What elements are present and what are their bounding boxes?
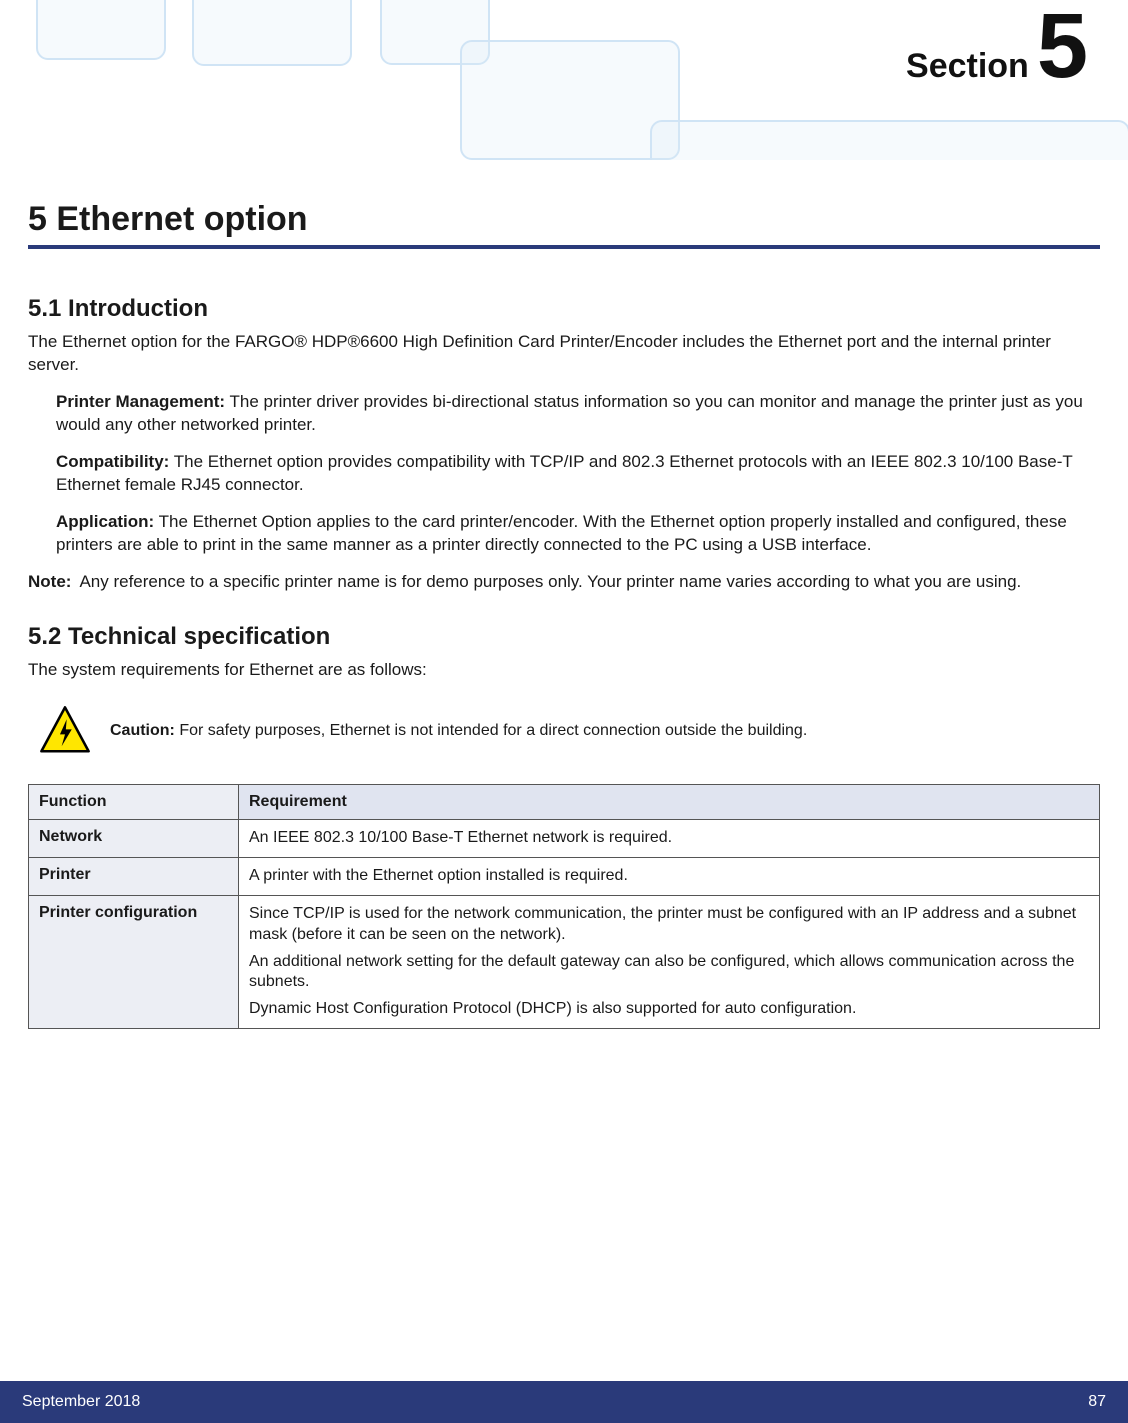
chapter-rule xyxy=(28,245,1100,249)
deco-box xyxy=(650,120,1128,160)
section-label: Section 5 xyxy=(906,10,1088,86)
heading-5-1: 5.1 Introduction xyxy=(28,295,1100,323)
bullet-lead: Application: xyxy=(56,512,154,531)
caution-body: For safety purposes, Ethernet is not int… xyxy=(179,722,807,739)
cell-requirement: A printer with the Ethernet option insta… xyxy=(239,858,1100,896)
cell-function: Network xyxy=(29,820,239,858)
cell-function: Printer configuration xyxy=(29,895,239,1028)
col-function: Function xyxy=(29,785,239,820)
bullet-lead: Compatibility: xyxy=(56,452,169,471)
heading-5-2: 5.2 Technical specification xyxy=(28,623,1100,651)
bullet-item: Compatibility: The Ethernet option provi… xyxy=(56,451,1100,497)
deco-box xyxy=(460,40,680,160)
cell-requirement: An IEEE 802.3 10/100 Base-T Ethernet net… xyxy=(239,820,1100,858)
chapter-name: Ethernet option xyxy=(56,200,307,238)
caution-row: Caution: For safety purposes, Ethernet i… xyxy=(38,704,1100,758)
requirement-line: Since TCP/IP is used for the network com… xyxy=(249,904,1089,946)
cell-function: Printer xyxy=(29,858,239,896)
note-body: Any reference to a specific printer name… xyxy=(79,571,1021,594)
chapter-title: 5 Ethernet option xyxy=(28,200,1100,239)
table-row: Printer configurationSince TCP/IP is use… xyxy=(29,895,1100,1028)
intro-5-1: The Ethernet option for the FARGO® HDP®6… xyxy=(28,331,1100,377)
caution-text: Caution: For safety purposes, Ethernet i… xyxy=(110,722,807,740)
bullet-item: Printer Management: The printer driver p… xyxy=(56,391,1100,437)
chapter-number: 5 xyxy=(28,200,47,238)
requirements-table: Function Requirement Network An IEEE 802.… xyxy=(28,784,1100,1029)
section-word: Section xyxy=(906,47,1029,86)
cell-requirement: Since TCP/IP is used for the network com… xyxy=(239,895,1100,1028)
deco-box xyxy=(36,0,166,60)
note-block: Note: Any reference to a specific printe… xyxy=(28,571,1100,594)
intro-5-2: The system requirements for Ethernet are… xyxy=(28,659,1100,682)
page-content: 5 Ethernet option 5.1 Introduction The E… xyxy=(28,200,1100,1029)
footer-date: September 2018 xyxy=(22,1393,140,1411)
table-header-row: Function Requirement xyxy=(29,785,1100,820)
bullet-body: The Ethernet option provides compatibili… xyxy=(56,452,1072,494)
table-row: Network An IEEE 802.3 10/100 Base-T Ether… xyxy=(29,820,1100,858)
footer-page: 87 xyxy=(1088,1393,1106,1411)
table-row: Printer A printer with the Ethernet optio… xyxy=(29,858,1100,896)
deco-box xyxy=(192,0,352,66)
bullet-body: The Ethernet Option applies to the card … xyxy=(56,512,1067,554)
requirement-line: A printer with the Ethernet option insta… xyxy=(249,866,1089,887)
requirement-line: An IEEE 802.3 10/100 Base-T Ethernet net… xyxy=(249,828,1089,849)
caution-icon xyxy=(38,704,92,758)
caution-label: Caution: xyxy=(110,722,175,739)
requirement-line: Dynamic Host Configuration Protocol (DHC… xyxy=(249,999,1089,1020)
bullet-item: Application: The Ethernet Option applies… xyxy=(56,511,1100,557)
requirement-line: An additional network setting for the de… xyxy=(249,952,1089,994)
note-label: Note: xyxy=(28,571,71,594)
bullet-lead: Printer Management: xyxy=(56,392,225,411)
page-footer: September 2018 87 xyxy=(0,1381,1128,1423)
section-number: 5 xyxy=(1037,10,1088,84)
col-requirement: Requirement xyxy=(239,785,1100,820)
